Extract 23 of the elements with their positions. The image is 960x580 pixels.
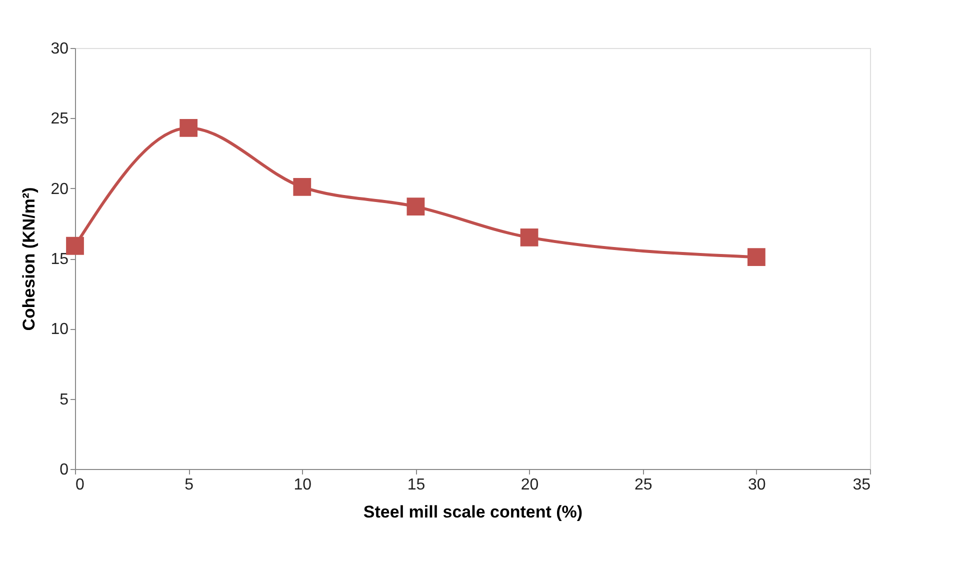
y-axis-title: Cohesion (KN/m²) <box>20 187 39 331</box>
y-tick-label: 15 <box>50 251 69 268</box>
x-tick-label: 35 <box>852 476 871 494</box>
x-tick-label: 30 <box>748 476 766 494</box>
point <box>520 228 538 246</box>
point <box>747 248 766 266</box>
x-tick-label: 15 <box>407 476 426 494</box>
y-tick-label: 20 <box>50 180 69 198</box>
y-tick-label: 5 <box>60 391 69 408</box>
x-tick-label: 10 <box>294 476 312 494</box>
x-axis-title: Steel mill scale content (%) <box>363 502 583 522</box>
x-tick-label: 0 <box>76 476 84 494</box>
y-tick-label: 10 <box>50 321 69 338</box>
point <box>66 236 84 255</box>
x-tick-label: 5 <box>184 476 194 494</box>
point <box>293 178 312 196</box>
y-tick-label: 25 <box>50 110 69 128</box>
x-tick-label: 25 <box>634 476 652 494</box>
y-tick-label: 30 <box>50 40 69 58</box>
point <box>406 198 425 216</box>
x-tick-label: 20 <box>520 476 539 494</box>
y-tick-label: 0 <box>60 462 69 478</box>
point <box>180 119 198 137</box>
